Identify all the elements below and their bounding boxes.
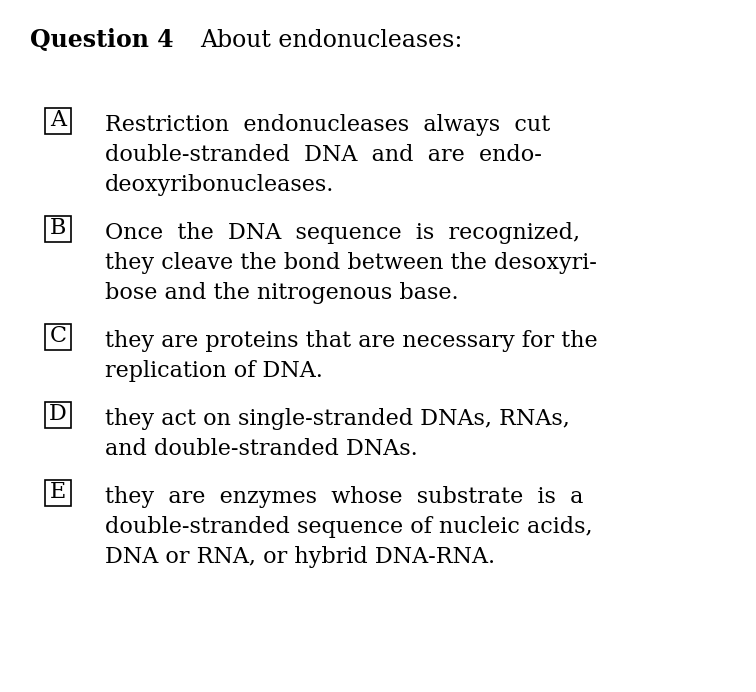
- Text: double-stranded  DNA  and  are  endo-: double-stranded DNA and are endo-: [105, 144, 542, 166]
- Text: bose and the nitrogenous base.: bose and the nitrogenous base.: [105, 282, 459, 304]
- Text: About endonucleases:: About endonucleases:: [200, 29, 463, 52]
- Text: B: B: [50, 217, 67, 239]
- Text: C: C: [49, 325, 67, 347]
- Text: A: A: [50, 109, 66, 131]
- Text: Restriction  endonucleases  always  cut: Restriction endonucleases always cut: [105, 114, 550, 136]
- Text: they cleave the bond between the desoxyri-: they cleave the bond between the desoxyr…: [105, 252, 597, 274]
- Bar: [45, 215, 71, 242]
- Text: they  are  enzymes  whose  substrate  is  a: they are enzymes whose substrate is a: [105, 486, 584, 508]
- Bar: [45, 401, 71, 428]
- Bar: [45, 323, 71, 349]
- Text: Question 4: Question 4: [30, 28, 174, 52]
- Text: DNA or RNA, or hybrid DNA-RNA.: DNA or RNA, or hybrid DNA-RNA.: [105, 546, 495, 568]
- Text: and double-stranded DNAs.: and double-stranded DNAs.: [105, 438, 418, 460]
- Text: replication of DNA.: replication of DNA.: [105, 360, 323, 382]
- Text: Once  the  DNA  sequence  is  recognized,: Once the DNA sequence is recognized,: [105, 222, 580, 244]
- Text: they act on single-stranded DNAs, RNAs,: they act on single-stranded DNAs, RNAs,: [105, 408, 570, 430]
- Text: they are proteins that are necessary for the: they are proteins that are necessary for…: [105, 330, 598, 352]
- Text: deoxyribonucleases.: deoxyribonucleases.: [105, 174, 334, 196]
- Text: E: E: [50, 482, 66, 504]
- Bar: [45, 107, 71, 134]
- Text: double-stranded sequence of nucleic acids,: double-stranded sequence of nucleic acid…: [105, 516, 593, 538]
- Bar: [45, 480, 71, 505]
- Text: D: D: [49, 403, 67, 426]
